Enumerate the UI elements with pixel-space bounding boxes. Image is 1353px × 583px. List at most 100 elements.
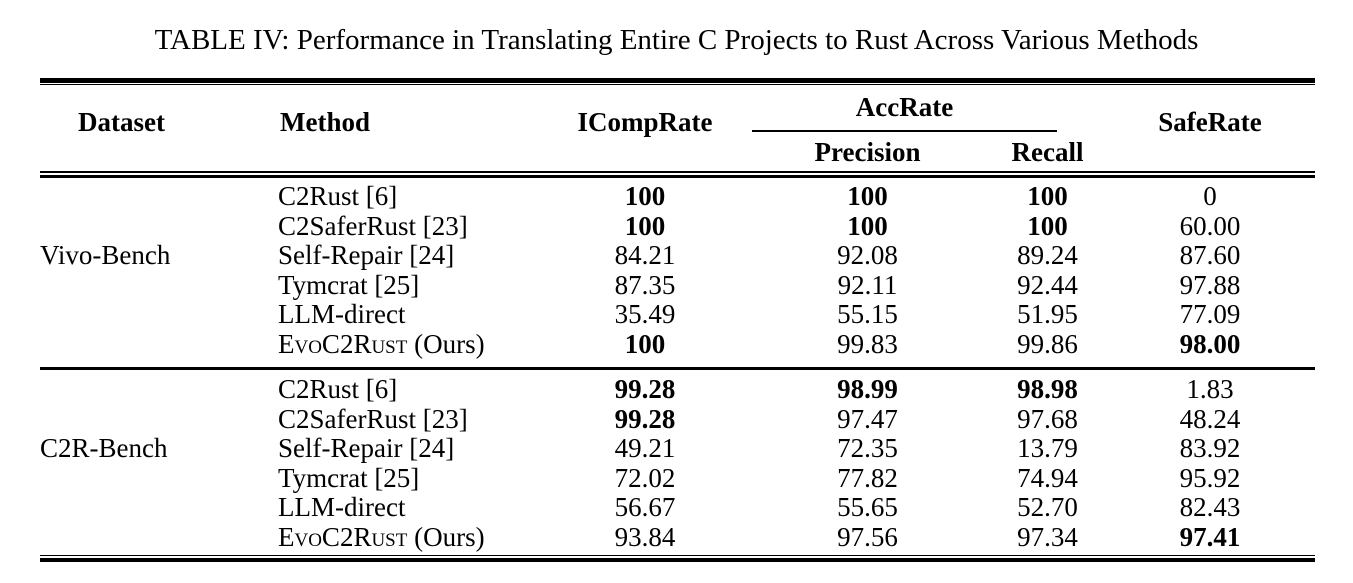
cell-saferate: 77.09 [1179,299,1241,329]
table-row: EvoC2Rust (Ours) 100 99.83 99.86 98.00 [40,328,1315,360]
accrate-group-underline [752,130,1057,132]
cell-dataset [40,375,278,405]
cell-dataset [40,212,278,242]
table-row: LLM-direct 35.49 55.15 51.95 77.09 [40,299,1315,330]
cell-dataset [40,523,278,553]
header-dataset: Dataset [78,107,165,137]
header-method: Method [280,107,370,137]
cell-dataset [40,405,278,435]
cell-recall: 100 [1027,210,1068,241]
cell-method: C2Rust [6] [278,374,545,405]
method-name-text: (Ours) [407,521,485,552]
cell-precision: 72.35 [837,433,898,463]
cell-saferate: 98.00 [1179,328,1241,359]
cell-dataset: C2R-Bench [40,433,168,463]
cell-precision: 100 [847,210,888,241]
cell-icomprate: 100 [624,328,666,359]
cell-recall: 51.95 [1017,299,1078,329]
table-bottom-rule [40,555,1315,562]
cell-icomprate: 35.49 [614,299,676,329]
table-caption: TABLE IV: Performance in Translating Ent… [154,24,1199,56]
cell-icomprate: 93.84 [614,521,676,552]
cell-recall: 89.24 [1017,240,1078,270]
cell-saferate: 97.41 [1179,521,1241,552]
method-name-text: Self-Repair [24] [278,240,455,270]
cell-method: EvoC2Rust (Ours) [278,521,545,553]
table-row: Tymcrat [25] 72.02 77.82 74.94 95.92 [40,462,1315,494]
cell-dataset [40,464,278,494]
table-row: C2Rust [6] 99.28 98.99 98.98 1.83 [40,374,1315,405]
header-accrate-group: AccRate [855,92,954,122]
table-row: C2Rust [6] 100 100 100 0 [40,181,1315,212]
method-name-text: Tymcrat [25] [278,269,420,300]
table-row: Vivo-Bench Self-Repair [24] 84.21 92.08 89.2… [40,240,1315,271]
cell-recall: 74.94 [1017,462,1078,493]
table-row: C2SaferRust [23] 100 100 100 60.00 [40,210,1315,242]
cell-precision: 98.99 [837,374,898,404]
cell-dataset [40,300,278,330]
cell-dataset [40,271,278,301]
cell-method: Tymcrat [25] [278,463,545,494]
cell-saferate: 60.00 [1179,210,1241,241]
cell-saferate: 0 [1203,181,1217,211]
cell-recall: 97.68 [1017,403,1078,434]
cell-recall: 99.86 [1017,328,1078,359]
cell-saferate: 82.43 [1179,492,1241,522]
method-name-smallcaps: EvoC2Rust [278,521,408,552]
cell-icomprate: 87.35 [614,269,676,300]
header-recall: Recall [1011,137,1084,167]
cell-method: EvoC2Rust (Ours) [278,328,545,360]
header-separator-rule [40,171,1315,178]
table-header: Dataset Method ICompRate AccRate Precisi… [40,85,1315,171]
cell-recall: 13.79 [1017,433,1078,463]
cell-method: C2SaferRust [23] [278,403,545,435]
cell-recall: 100 [1027,181,1068,211]
cell-precision: 100 [847,181,888,211]
table-top-rule [40,78,1315,85]
table-row: LLM-direct 56.67 55.65 52.70 82.43 [40,492,1315,523]
method-name-text: C2Rust [6] [278,181,398,211]
method-name-text: C2SaferRust [23] [278,403,468,434]
cell-precision: 97.56 [837,521,898,552]
cell-icomprate: 99.28 [614,374,676,404]
cell-saferate: 95.92 [1179,462,1241,493]
method-name-text: Self-Repair [24] [278,433,455,463]
cell-recall: 98.98 [1017,374,1078,404]
cell-method: C2SaferRust [23] [278,210,545,242]
cell-precision: 92.08 [837,240,898,270]
cell-precision: 92.11 [837,269,898,300]
table-row: C2R-Bench Self-Repair [24] 49.21 72.35 13.79… [40,433,1315,464]
cell-precision: 55.65 [837,492,898,522]
method-name-text: (Ours) [407,328,485,359]
method-name-text: LLM-direct [278,299,406,329]
cell-saferate: 83.92 [1179,433,1241,463]
cell-precision: 99.83 [837,328,898,359]
cell-recall: 92.44 [1017,269,1078,300]
cell-method: LLM-direct [278,299,545,330]
cell-dataset [40,493,278,523]
table-row: EvoC2Rust (Ours) 93.84 97.56 97.34 97.41 [40,521,1315,553]
cell-saferate: 87.60 [1179,240,1241,270]
table-row: Tymcrat [25] 87.35 92.11 92.44 97.88 [40,269,1315,301]
header-precision: Precision [814,137,921,167]
method-name-smallcaps: EvoC2Rust [278,328,408,359]
method-name-text: C2SaferRust [23] [278,210,468,241]
table-body-group: C2Rust [6] 100 100 100 0 C2SaferRust [23] 100 1… [40,181,1315,360]
table-body-group: C2Rust [6] 99.28 98.99 98.98 1.83 C2SaferRust… [40,374,1315,553]
cell-icomprate: 99.28 [614,403,676,434]
cell-saferate: 48.24 [1179,403,1241,434]
cell-icomprate: 49.21 [614,433,676,463]
cell-icomprate: 72.02 [614,462,676,493]
cell-method: Self-Repair [24] [278,240,545,271]
cell-dataset [40,330,278,360]
cell-method: LLM-direct [278,492,545,523]
cell-precision: 77.82 [837,462,898,493]
cell-dataset [40,182,278,212]
cell-dataset: Vivo-Bench [40,240,171,270]
cell-icomprate: 84.21 [614,240,676,270]
method-name-text: LLM-direct [278,492,406,522]
cell-icomprate: 56.67 [614,492,676,522]
method-name-text: C2Rust [6] [278,374,398,404]
cell-precision: 97.47 [837,403,898,434]
